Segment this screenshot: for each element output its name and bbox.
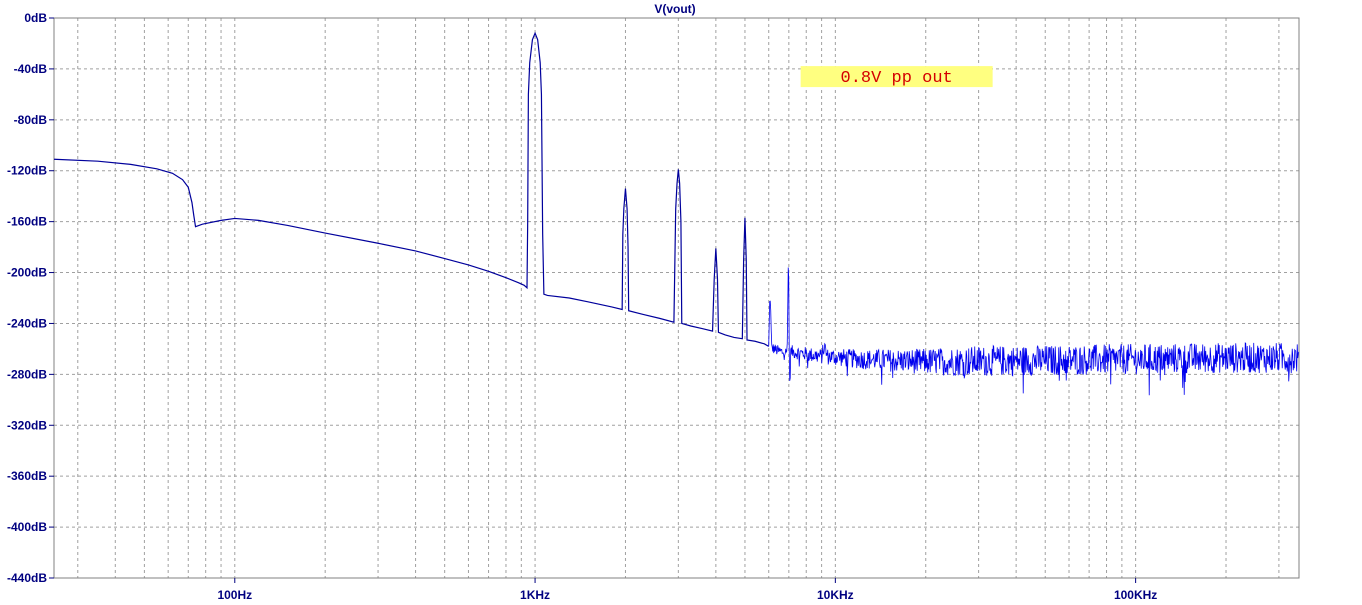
trace-noise-floor [768,267,1300,396]
trace-layer [53,31,1300,396]
annotation-text: 0.8V pp out [841,69,953,88]
plot-grid [54,17,1299,579]
y-tick-label: -360dB [7,469,47,483]
x-axis-ticks: 100Hz 1KHz 10KHz 100KHz [217,578,1157,602]
annotation-background [800,66,993,88]
x-tick-label: 100Hz [217,588,252,602]
y-tick-label: 0dB [24,11,47,25]
x-tick-label: 1KHz [520,588,550,602]
y-tick-label: -80dB [14,113,48,127]
trace-line [53,31,770,347]
y-tick-label: -400dB [7,520,47,534]
x-tick-label: 100KHz [1114,588,1157,602]
plot-frame [53,17,1300,579]
y-tick-label: -320dB [7,418,47,432]
y-tick-label: -160dB [7,215,47,229]
y-tick-label: -440dB [7,571,47,585]
y-axis-ticks: 0dB -40dB -80dB -120dB -160dB -200dB -240dB -28… [7,11,54,585]
y-tick-label: -200dB [7,266,47,280]
y-tick-label: -40dB [14,62,48,76]
y-tick-label: -280dB [7,367,47,381]
annotation-label: 0.8V pp out [800,66,993,88]
y-tick-label: -240dB [7,316,47,330]
y-tick-label: -120dB [7,164,47,178]
chart-title: V(vout) [654,2,695,16]
x-tick-label: 10KHz [817,588,854,602]
